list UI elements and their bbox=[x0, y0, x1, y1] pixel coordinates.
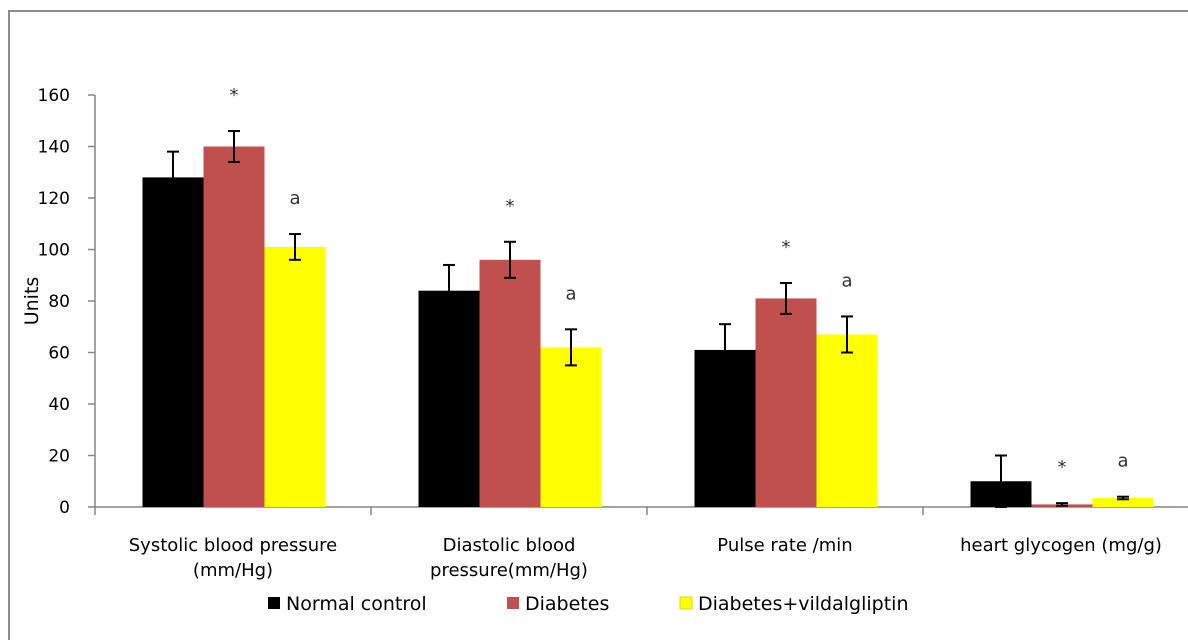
y-tick-label: 160 bbox=[38, 86, 70, 106]
bar-2-2 bbox=[816, 334, 878, 507]
y-tick-label: 120 bbox=[38, 189, 70, 209]
bar-2-0 bbox=[264, 246, 326, 508]
legend: Normal control Diabetes Diabetes+vildalgli… bbox=[268, 593, 909, 615]
legend-swatch-2 bbox=[679, 596, 693, 610]
axes: 0 20 40 60 80 100 120 140 160 bbox=[38, 86, 1188, 518]
significance-label: * bbox=[782, 237, 791, 258]
bar-1-1 bbox=[479, 259, 541, 507]
significance-label: a bbox=[565, 283, 576, 304]
significance-label: a bbox=[1117, 451, 1128, 472]
significance-label: a bbox=[289, 188, 300, 209]
x-category-label: Pulse rate /min bbox=[717, 535, 852, 556]
significance-label: a bbox=[841, 270, 852, 291]
labels: Units * a Systolic blood pressure (mm/Hg) * a D… bbox=[21, 85, 1162, 581]
x-category-label: heart glycogen (mg/g) bbox=[960, 535, 1162, 556]
bar-2-1 bbox=[540, 347, 602, 507]
y-tick-label: 40 bbox=[48, 395, 70, 415]
significance-label: * bbox=[506, 196, 515, 217]
legend-label-0: Normal control bbox=[286, 593, 427, 615]
x-category-label: Diastolic blood bbox=[443, 535, 576, 556]
bar-0-0 bbox=[142, 177, 204, 507]
x-category-label: (mm/Hg) bbox=[193, 560, 273, 581]
x-category-label: Systolic blood pressure bbox=[129, 535, 338, 556]
significance-label: * bbox=[230, 85, 239, 106]
y-tick-label: 20 bbox=[48, 447, 70, 467]
y-tick-label: 80 bbox=[48, 292, 70, 312]
y-tick-label: 0 bbox=[59, 498, 70, 518]
bars bbox=[142, 130, 1154, 508]
bar-1-2 bbox=[755, 298, 817, 507]
legend-swatch-1 bbox=[507, 597, 519, 609]
significance-label: * bbox=[1058, 457, 1067, 478]
x-category-label: pressure(mm/Hg) bbox=[430, 560, 588, 581]
bar-0-1 bbox=[418, 290, 480, 507]
legend-swatch-0 bbox=[268, 597, 280, 609]
y-tick-label: 100 bbox=[38, 241, 70, 261]
bar-1-0 bbox=[203, 146, 265, 507]
legend-label-1: Diabetes bbox=[525, 593, 609, 615]
y-axis-title: Units bbox=[21, 277, 43, 326]
y-tick-label: 140 bbox=[38, 138, 70, 158]
bar-2-3 bbox=[1092, 497, 1154, 507]
y-tick-label: 60 bbox=[48, 344, 70, 364]
chart-frame bbox=[8, 10, 1188, 640]
legend-label-2: Diabetes+vildalgliptin bbox=[698, 593, 909, 615]
